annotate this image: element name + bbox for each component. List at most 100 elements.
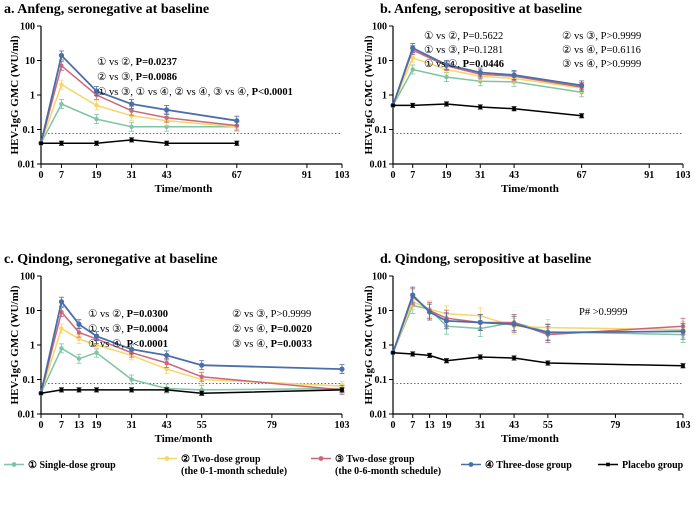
- data-point: [129, 124, 134, 129]
- x-tick-label: 13: [425, 420, 435, 431]
- panel-annotations: ① vs ②, P=0.0300 ② vs ③, P>0.9999 ① vs ③, …: [88, 308, 312, 350]
- legend-item-two01: ② Two-dose group(the 0-1-month schedule): [157, 454, 287, 477]
- data-point: [410, 103, 415, 108]
- series-line: [40, 347, 343, 394]
- annotation-text: ① vs ②, P=0.5622: [424, 30, 503, 42]
- x-tick-label: 7: [410, 170, 415, 181]
- data-point: [164, 366, 169, 372]
- data-point: [93, 88, 100, 94]
- x-tick-label: 0: [391, 420, 396, 431]
- series-placebo: [39, 387, 345, 396]
- data-point: [129, 113, 134, 118]
- panel-a: a. Anfeng, seronegative at baseline0.010…: [4, 2, 350, 195]
- y-tick-label: 0.01: [370, 160, 388, 171]
- x-tick-label: 0: [39, 170, 44, 181]
- x-tick-label: 43: [162, 170, 172, 181]
- panel-d: d. Qindong, seropositive at baseline 0.01…: [363, 252, 691, 445]
- legend-item-three: ④ Three-dose group: [461, 460, 572, 471]
- annotation-text: ① vs ④, P=0.0446: [424, 58, 504, 70]
- annotation-text: ② vs ③, P>0.9999: [232, 308, 311, 320]
- data-point: [427, 353, 432, 358]
- series-line: [41, 139, 237, 144]
- data-point: [94, 103, 99, 108]
- annotation-text: ① vs ③, ① vs ④, ② vs ④, ③ vs ④, P<0.0001: [97, 86, 293, 98]
- data-point: [199, 362, 205, 368]
- y-tick-label: 100: [20, 22, 35, 33]
- y-tick-label: 100: [372, 22, 387, 33]
- annotation-text: ① vs ④, P<0.0001: [88, 338, 168, 350]
- series-single: [390, 297, 686, 355]
- series-two01: [38, 79, 240, 146]
- annotation-text: ② vs ④, P=0.0020: [232, 323, 312, 335]
- data-point: [129, 388, 134, 392]
- data-point: [339, 366, 345, 372]
- series-line: [392, 300, 684, 353]
- data-point: [391, 350, 395, 355]
- y-tick-label: 10: [377, 56, 387, 67]
- data-point: [59, 101, 64, 107]
- x-tick-label: 31: [127, 420, 137, 431]
- x-tick-label: 0: [39, 420, 44, 431]
- series-line: [392, 295, 684, 353]
- y-tick-label: 0.1: [23, 125, 36, 136]
- data-point: [444, 102, 449, 106]
- annotation-text: ② vs ④, P=0.6116: [562, 44, 641, 56]
- x-tick-label: 79: [610, 420, 620, 431]
- x-tick-label: 103: [335, 420, 350, 431]
- data-point: [164, 360, 169, 366]
- panel-title: c. Qindong, seronegative at baseline: [4, 252, 218, 267]
- data-point: [77, 388, 81, 392]
- data-point: [680, 328, 686, 334]
- panel-title: b. Anfeng, seropositive at baseline: [380, 2, 582, 17]
- legend-sublabel: (the 0-6-month schedule): [335, 466, 441, 477]
- series-line: [392, 351, 684, 367]
- annotation-text: ① vs ③, P=0.1281: [424, 44, 503, 56]
- legend-sublabel: (the 0-1-month schedule): [181, 466, 287, 477]
- y-tick-label: 1: [382, 341, 387, 352]
- y-tick-label: 1: [30, 91, 35, 102]
- x-tick-label: 19: [92, 420, 102, 431]
- series-line: [393, 103, 582, 117]
- data-point: [477, 69, 483, 76]
- series-line: [392, 293, 684, 353]
- data-point: [443, 318, 450, 324]
- legend-label: ③ Two-dose group: [335, 454, 415, 465]
- x-tick-label: 43: [162, 420, 172, 431]
- legend-swatch-marker: [606, 462, 610, 467]
- data-point: [579, 82, 585, 88]
- legend-label: ④ Three-dose group: [485, 460, 572, 471]
- annotation-text: ② vs ③, P=0.0086: [97, 71, 177, 83]
- y-tick-label: 100: [372, 272, 387, 283]
- x-tick-label: 31: [127, 170, 137, 181]
- panel-annotations: P# >0.9999: [579, 307, 628, 318]
- x-tick-label: 19: [441, 420, 451, 431]
- data-point: [58, 52, 65, 59]
- x-axis-label: Time/month: [155, 433, 213, 445]
- data-point: [164, 124, 169, 129]
- panel-annotations: ① vs ②, P=0.5622 ② vs ③, P>0.9999 ① vs ③, …: [424, 30, 641, 70]
- data-point: [59, 309, 64, 315]
- data-point: [59, 141, 64, 146]
- y-tick-label: 0.1: [375, 375, 388, 386]
- y-tick-label: 0.01: [370, 410, 388, 421]
- data-point: [59, 82, 64, 87]
- data-point: [128, 101, 135, 107]
- y-axis-label: HEV-IgG GMC (WU/ml): [9, 285, 21, 404]
- data-point: [340, 388, 344, 392]
- data-point: [76, 336, 82, 342]
- data-point: [444, 358, 449, 363]
- data-point: [511, 72, 517, 78]
- data-point: [94, 342, 99, 348]
- data-point: [93, 333, 100, 339]
- data-point: [94, 388, 99, 392]
- data-point: [410, 45, 416, 51]
- panel-title: d. Qindong, seropositive at baseline: [380, 252, 591, 267]
- series-line: [40, 327, 343, 394]
- data-point: [478, 79, 483, 84]
- data-point: [129, 108, 134, 113]
- data-point: [391, 103, 395, 108]
- x-tick-label: 91: [644, 170, 654, 181]
- legend-swatch-marker: [468, 462, 474, 467]
- y-tick-label: 0.1: [23, 375, 36, 386]
